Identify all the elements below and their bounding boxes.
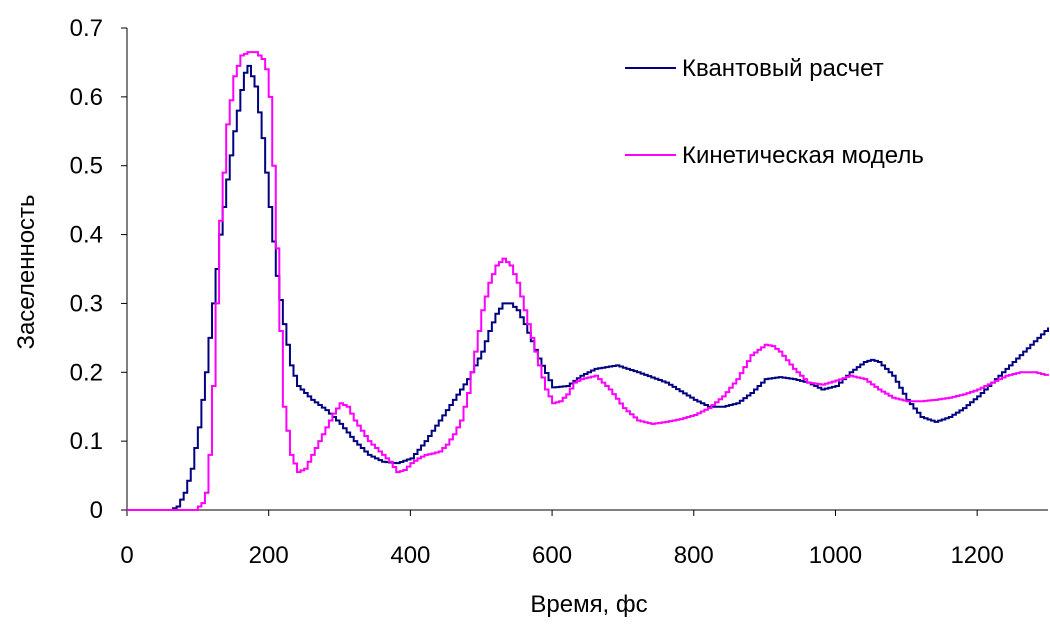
- x-tick-label: 0: [120, 542, 133, 569]
- x-tick-label: 1200: [950, 542, 1003, 569]
- y-tick-label: 0.4: [70, 222, 103, 249]
- y-axis-title: Заселенность: [13, 194, 40, 349]
- y-tick-label: 0.2: [70, 359, 103, 386]
- y-tick-label: 0.6: [70, 84, 103, 111]
- x-tick-label: 1000: [809, 542, 862, 569]
- y-tick-label: 0.5: [70, 153, 103, 180]
- x-tick-label: 400: [390, 542, 430, 569]
- y-tick-label: 0.1: [70, 428, 103, 455]
- y-tick-label: 0.3: [70, 290, 103, 317]
- legend-label-quantum: Квантовый расчет: [682, 55, 884, 82]
- legend: Квантовый расчет Кинетическая модель: [625, 55, 924, 169]
- x-tick-label: 600: [532, 542, 572, 569]
- y-tick-label: 0: [90, 497, 103, 524]
- x-tick-label: 200: [249, 542, 289, 569]
- x-tick-label: 800: [674, 542, 714, 569]
- legend-label-kinetic: Кинетическая модель: [682, 142, 924, 169]
- series-line-kinetic: [127, 51, 1049, 511]
- series-group: [127, 51, 1049, 511]
- x-axis-title: Время, фс: [530, 591, 647, 618]
- y-axis: 0 0.1 0.2 0.3 0.4 0.5 0.6 0.7: [70, 15, 128, 524]
- y-tick-label: 0.7: [70, 15, 103, 42]
- x-axis: 0 200 400 600 800 1000 1200: [120, 509, 1048, 569]
- series-line-quantum: [127, 64, 1049, 511]
